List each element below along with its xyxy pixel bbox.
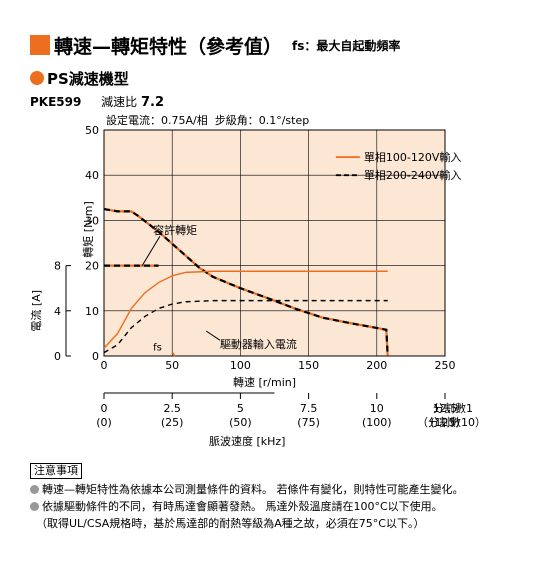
page-title: 轉速—轉矩特性（參考值）	[54, 35, 283, 58]
page-title-row: 轉速—轉矩特性（參考值） fs：最大自起動頻率	[30, 34, 401, 58]
y-tick-label: 20	[85, 260, 99, 273]
x-tick-label: 200	[366, 359, 387, 372]
freq-tick-label: 2.5	[163, 402, 181, 415]
model-row: PKE599 減速比 7.2	[30, 93, 164, 110]
y-tick-label: 10	[85, 305, 99, 318]
y-tick-label: 0	[92, 350, 99, 363]
plot-area	[103, 129, 446, 357]
notes-heading: 注意事項	[30, 463, 82, 479]
current-leader	[206, 330, 221, 341]
legend-label-100v: 單相100-120V輸入	[364, 150, 462, 164]
ratio-label: 減速比	[101, 95, 138, 109]
freq-tick-sublabel: (100)	[362, 416, 392, 429]
y-axis-title: 轉矩 [N·m]	[82, 201, 95, 258]
bullet-icon	[30, 485, 39, 494]
fs-note: fs：最大自起動頻率	[292, 38, 401, 53]
holding-torque-label: 容許轉矩	[153, 223, 197, 237]
note-line: （取得UL/CSA規格時，基於馬達部的耐熱等級為A種之故，必須在75°C以下。）	[30, 515, 464, 532]
freq-tick-label: 5	[237, 402, 244, 415]
section-title: PS減速機型	[47, 69, 129, 88]
bullet-icon	[30, 71, 44, 85]
settings-row: 設定電流：0.75A/相 步級角：0.1°/step	[106, 112, 309, 128]
model-name: PKE599	[30, 95, 82, 109]
freq-tick-label: 0	[101, 402, 108, 415]
note-text-1: 轉速—轉矩特性為依據本公司測量條件的資料。 若條件有變化，則特性可能產生變化。	[42, 483, 464, 496]
y-tick-label: 40	[85, 169, 99, 182]
current-curve-100v	[103, 270, 388, 349]
fs-label: fs	[153, 343, 162, 354]
x-tick-label: 250	[435, 359, 456, 372]
bullet-icon	[30, 502, 39, 511]
freq-side-sublabel: （分割數10）	[417, 415, 486, 429]
note-line: 轉速—轉矩特性為依據本公司測量條件的資料。 若條件有變化，則特性可能產生變化。	[30, 481, 464, 498]
section-title-row: PS減速機型	[30, 68, 129, 88]
x-tick-label: 150	[298, 359, 319, 372]
freq-tick-label: 10	[370, 402, 384, 415]
current-tick-label: 4	[54, 305, 61, 318]
freq-side-label: 分割數1	[433, 401, 473, 415]
x-tick-label: 100	[230, 359, 251, 372]
ratio-value: 7.2	[141, 95, 165, 110]
freq-tick-label: 7.5	[300, 402, 318, 415]
note-text-2: 依據驅動條件的不同，有時馬達會顯著發熱。 馬達外殼溫度請在100°C以下使用。	[42, 500, 443, 513]
x-tick-label: 0	[101, 359, 108, 372]
x-axis-title: 轉速 [r/min]	[233, 376, 296, 389]
freq-tick-sublabel: (0)	[96, 416, 112, 429]
fs-curve	[171, 351, 176, 357]
freq-tick-sublabel: (50)	[229, 416, 252, 429]
legend-label-200v: 單相200-240V輸入	[364, 168, 462, 182]
y-tick-label: 50	[85, 124, 99, 137]
freq-tick-sublabel: (25)	[161, 416, 184, 429]
current-curve-200v	[103, 299, 388, 354]
freq-tick-sublabel: (75)	[297, 416, 320, 429]
current-label: 驅動器輸入電流	[220, 337, 297, 351]
note-line: 依據驅動條件的不同，有時馬達會顯著發熱。 馬達外殼溫度請在100°C以下使用。	[30, 498, 464, 515]
step-setting: 步級角：0.1°/step	[214, 114, 310, 127]
y-tick-label: 30	[85, 214, 99, 227]
freq-tick-sublabel: (125)	[430, 416, 460, 429]
current-tick-label: 8	[54, 260, 61, 273]
current-axis-title: 電流 [A]	[29, 290, 43, 332]
notes: 注意事項 轉速—轉矩特性為依據本公司測量條件的資料。 若條件有變化，則特性可能產…	[30, 462, 464, 532]
torque-curve-200v	[103, 208, 389, 357]
current-tick-label: 0	[54, 350, 61, 363]
note-text-3: （取得UL/CSA規格時，基於馬達部的耐熱等級為A種之故，必須在75°C以下。）	[36, 517, 425, 530]
freq-tick-label: 12.5	[433, 402, 458, 415]
x-tick-label: 50	[165, 359, 179, 372]
holding-torque-leader	[141, 235, 161, 266]
freq-axis-title: 脈波速度 [kHz]	[209, 434, 286, 448]
title-marker	[30, 35, 50, 55]
current-setting: 設定電流：0.75A/相	[106, 114, 208, 127]
